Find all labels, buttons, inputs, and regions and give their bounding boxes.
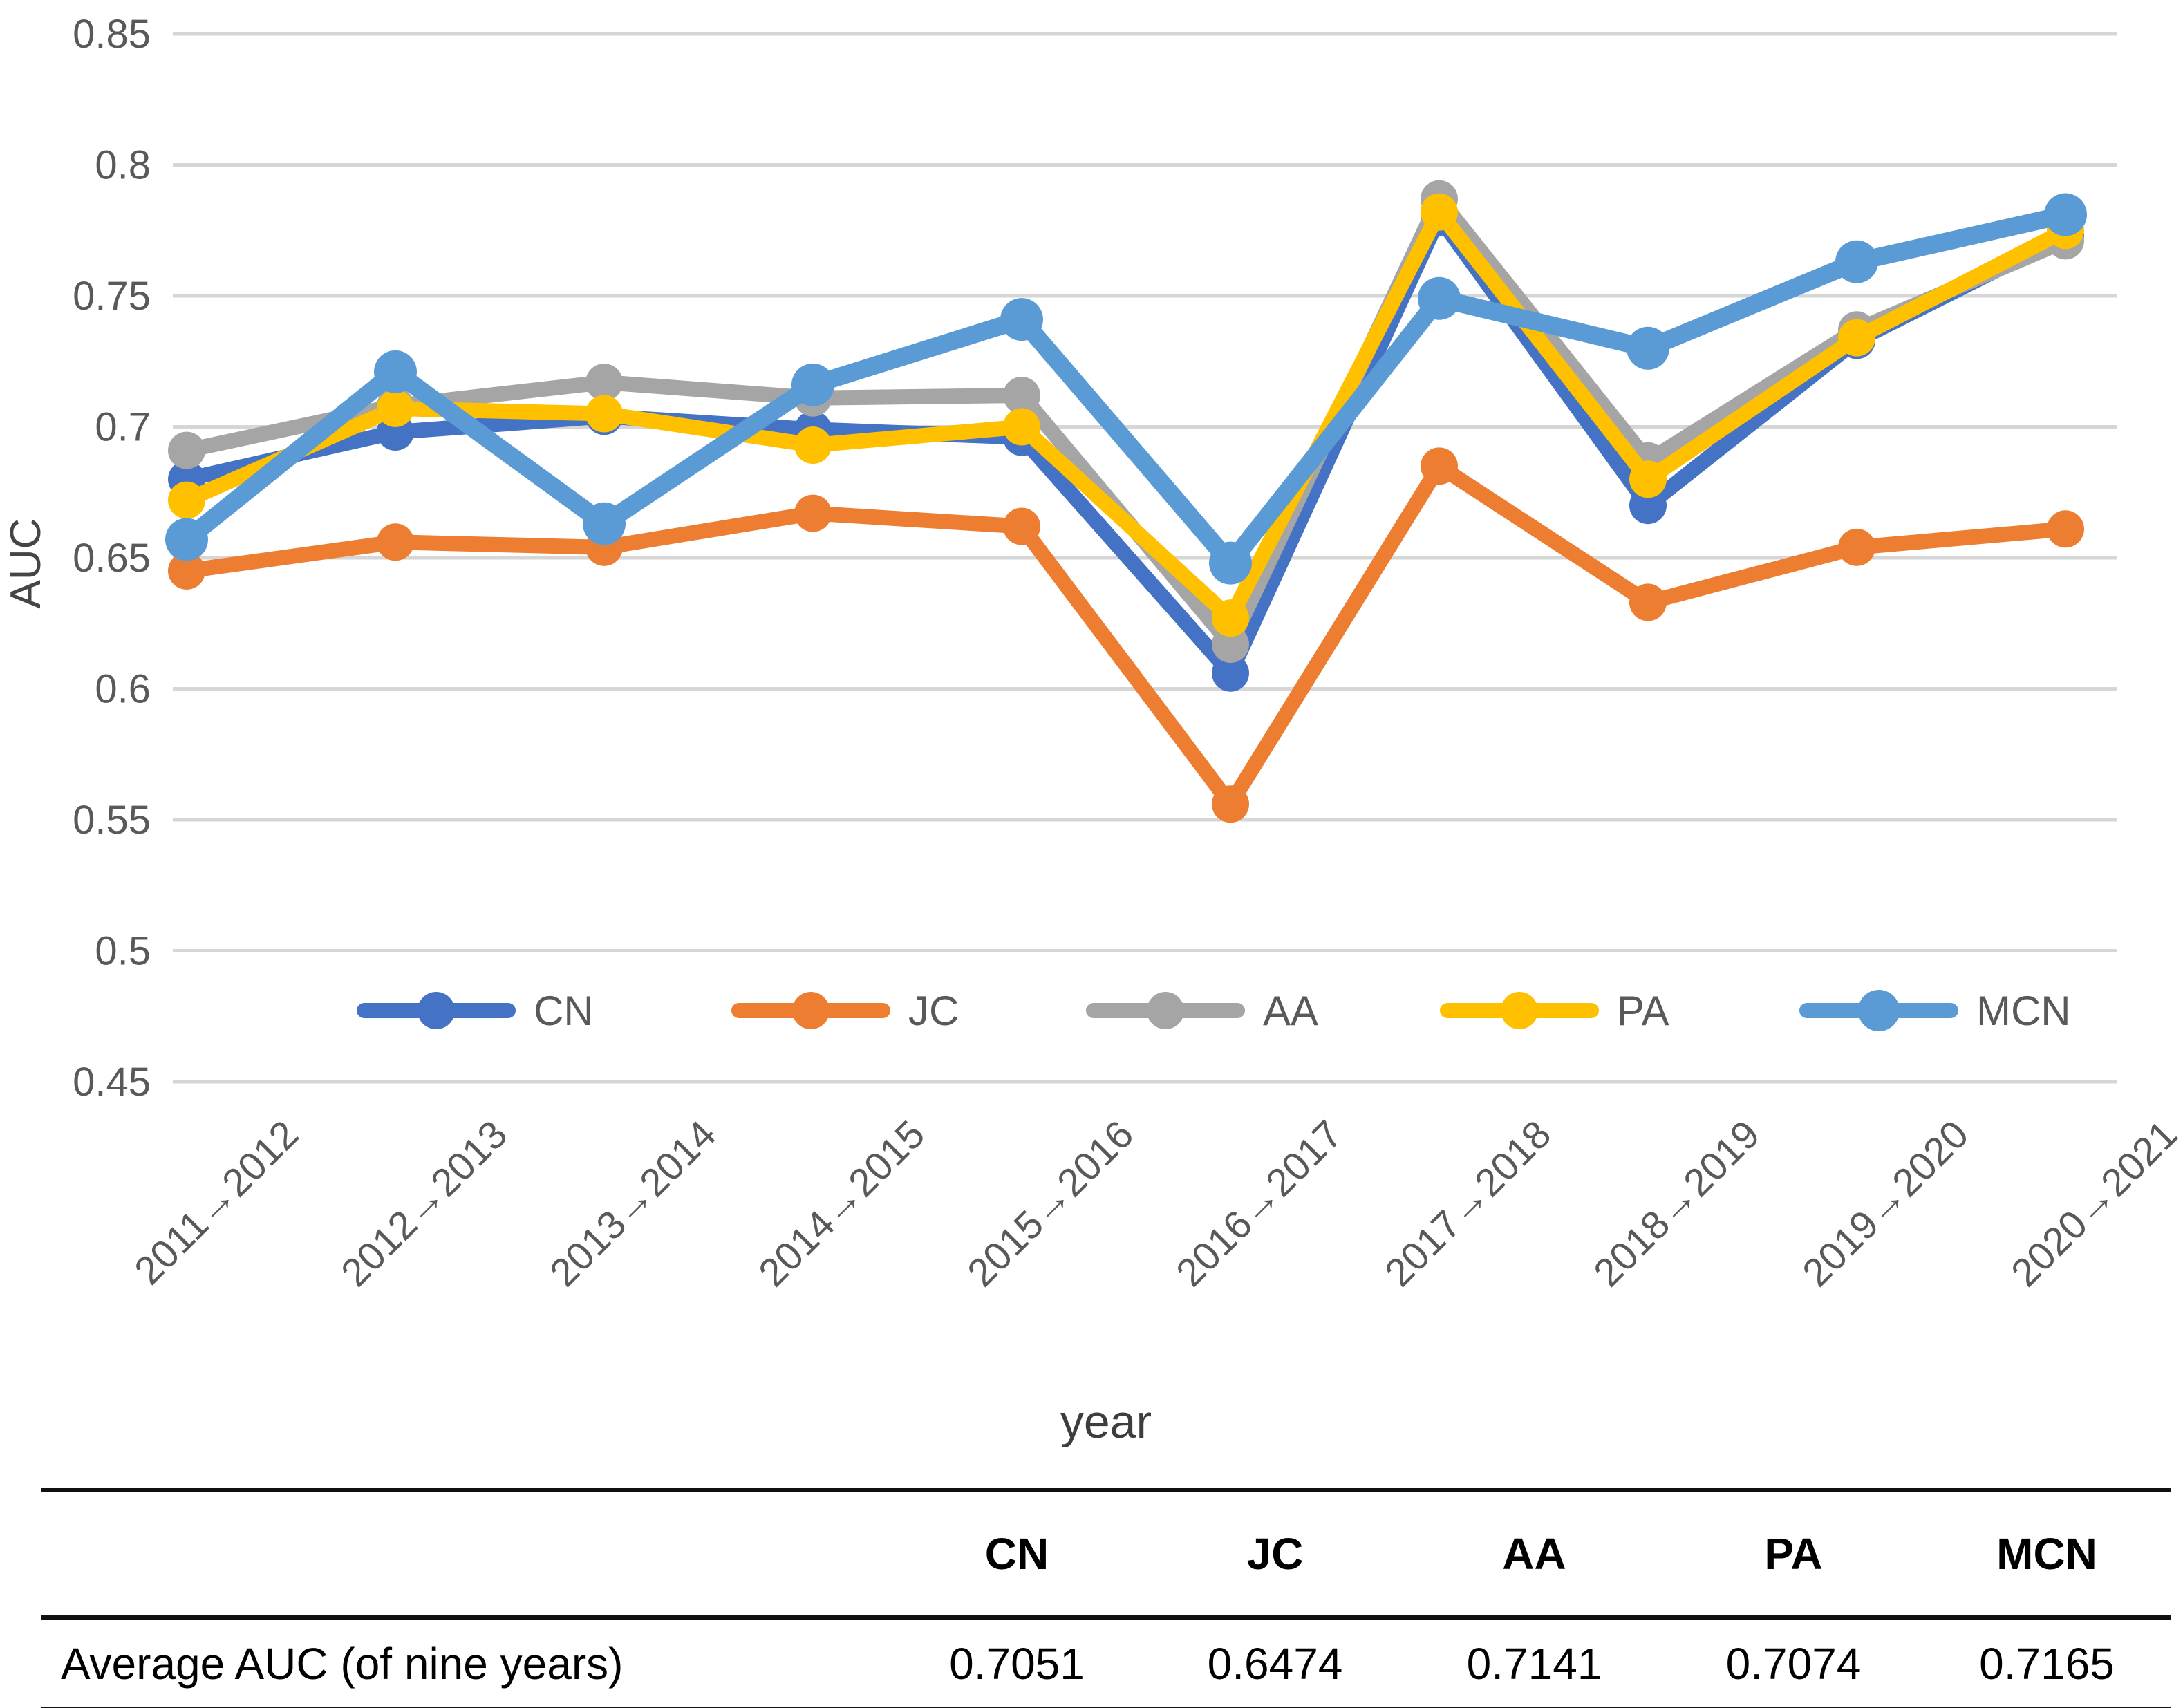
- x-tick-label: 2020→2021: [2003, 1112, 2183, 1295]
- series-marker-PA: [377, 389, 414, 427]
- series-marker-CN: [1212, 654, 1249, 692]
- legend-label-AA: AA: [1263, 988, 1318, 1034]
- legend-label-MCN: MCN: [1976, 988, 2071, 1034]
- series-marker-MCN: [1418, 276, 1461, 320]
- legend-label-JC: JC: [908, 988, 959, 1034]
- legend-marker-JC: [792, 992, 830, 1029]
- legend-marker-AA: [1147, 992, 1184, 1029]
- y-tick-label: 0.55: [73, 798, 151, 843]
- series-marker-JC: [1212, 785, 1249, 823]
- series-marker-JC: [168, 552, 205, 590]
- series-marker-JC: [1003, 507, 1040, 545]
- series-marker-MCN: [165, 518, 208, 561]
- y-tick-label: 0.5: [95, 929, 151, 974]
- series-marker-MCN: [583, 502, 626, 545]
- x-tick-label: 2019→2020: [1794, 1112, 1977, 1295]
- series-marker-MCN: [2044, 193, 2087, 236]
- y-tick-label: 0.7: [95, 405, 151, 450]
- x-tick-label: 2016→2017: [1168, 1112, 1351, 1295]
- series-marker-AA: [1212, 626, 1249, 664]
- series-marker-JC: [1629, 583, 1667, 621]
- series-marker-PA: [1003, 408, 1040, 446]
- table-header-AA: AA: [1502, 1528, 1566, 1579]
- series-marker-MCN: [1627, 326, 1669, 370]
- series-line-JC: [179, 458, 2073, 812]
- table-header-JC: JC: [1246, 1528, 1304, 1579]
- series-marker-PA: [1421, 193, 1458, 231]
- y-tick-label: 0.6: [95, 667, 151, 712]
- table-value-AA: 0.7141: [1466, 1638, 1602, 1689]
- series-marker-JC: [794, 494, 832, 532]
- table-value-JC: 0.6474: [1207, 1638, 1343, 1689]
- series-marker-PA: [168, 481, 205, 519]
- y-tick-label: 0.8: [95, 143, 151, 188]
- series-marker-JC: [377, 523, 414, 561]
- table-header-CN: CN: [984, 1528, 1049, 1579]
- table-value-PA: 0.7074: [1725, 1638, 1862, 1689]
- x-tick-label: 2013→2014: [541, 1112, 724, 1295]
- legend-marker-CN: [418, 992, 455, 1029]
- x-tick-label: 2015→2016: [959, 1112, 1142, 1295]
- x-tick-label: 2017→2018: [1376, 1112, 1559, 1295]
- y-axis-title: AUC: [2, 518, 50, 609]
- x-tick-label: 2011→2012: [126, 1112, 307, 1293]
- average-auc-table: CN JC AA PA MCN Average AUC (of nine years) 0.…: [41, 1488, 2171, 1708]
- series-marker-MCN: [374, 350, 417, 393]
- legend-label-PA: PA: [1617, 988, 1669, 1034]
- series-marker-JC: [2047, 510, 2084, 548]
- series-marker-MCN: [791, 363, 834, 406]
- legend-label-CN: CN: [534, 988, 594, 1034]
- table-header-row: CN JC AA PA MCN: [41, 1492, 2171, 1620]
- series-marker-JC: [1838, 528, 1875, 566]
- series-marker-MCN: [1000, 298, 1043, 341]
- table-row-label: Average AUC (of nine years): [61, 1638, 624, 1689]
- x-tick-label: 2014→2015: [750, 1112, 933, 1295]
- series-marker-PA: [794, 426, 832, 464]
- series-marker-MCN: [1835, 240, 1878, 283]
- table-header-PA: PA: [1764, 1528, 1823, 1579]
- series-line-MCN: [178, 205, 2074, 572]
- series-marker-PA: [1212, 599, 1249, 637]
- table-value-CN: 0.7051: [949, 1638, 1085, 1689]
- y-tick-label: 0.45: [73, 1060, 151, 1105]
- x-tick-label: 2018→2019: [1585, 1112, 1768, 1295]
- auc-line-chart: 0.85 0.8 0.75 0.7 0.65 0.6 0.55 0.5 0.45 AUC 2011→…: [2, 12, 2183, 1448]
- x-tick-label: 2012→2013: [332, 1112, 516, 1295]
- table-header-MCN: MCN: [1996, 1528, 2097, 1579]
- series-marker-PA: [585, 395, 623, 433]
- y-tick-label: 0.85: [73, 12, 151, 57]
- series-marker-CN: [1629, 487, 1667, 525]
- series-marker-AA: [585, 364, 623, 402]
- y-tick-label: 0.65: [73, 536, 151, 581]
- legend-marker-PA: [1501, 992, 1538, 1029]
- series-marker-AA: [168, 431, 205, 469]
- x-axis-title: year: [1060, 1396, 1152, 1448]
- legend-marker-MCN: [1858, 990, 1900, 1031]
- y-tick-label: 0.75: [73, 274, 151, 319]
- table-value-MCN: 0.7165: [1979, 1638, 2115, 1689]
- series-marker-JC: [1421, 447, 1458, 485]
- series-line-PA: [179, 204, 2073, 626]
- series-marker-AA: [1003, 377, 1040, 415]
- series-line-CN: [179, 209, 2073, 681]
- table-row: Average AUC (of nine years) 0.7051 0.6474 0…: [41, 1620, 2171, 1708]
- series-marker-PA: [1629, 460, 1667, 498]
- series-marker-PA: [1838, 319, 1875, 357]
- series-marker-MCN: [1209, 541, 1252, 585]
